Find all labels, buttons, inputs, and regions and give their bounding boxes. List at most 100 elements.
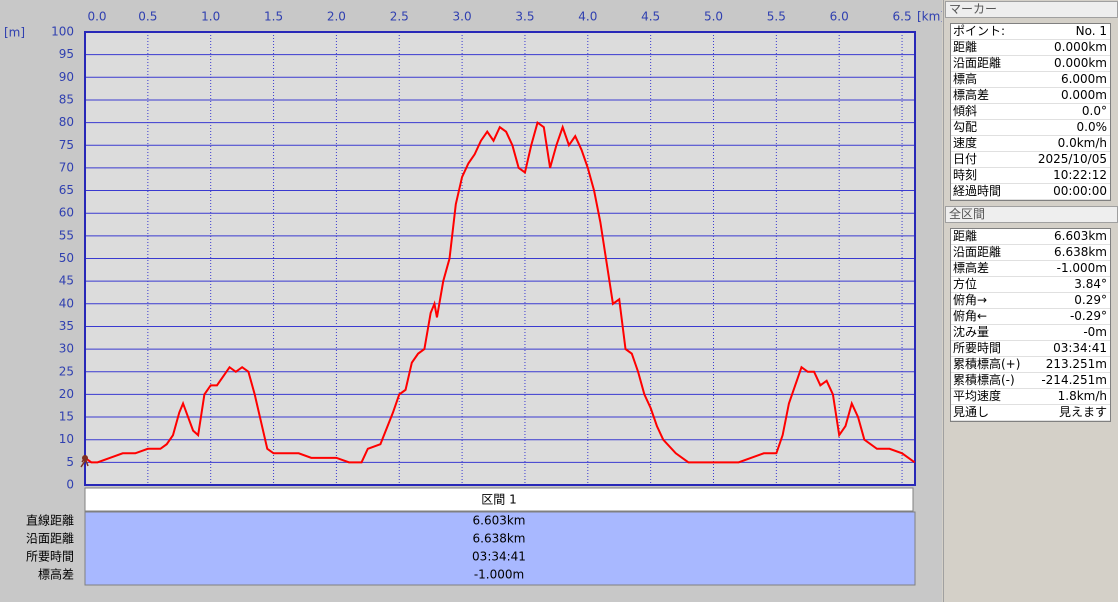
row-label: 累積標高(-) [953,373,1015,387]
elevation-line [84,120,916,464]
y-tick-label: 85 [59,92,74,106]
x-tick-label: 0.0 [87,10,106,24]
section-row-label: 所要時間 [26,550,74,564]
start-marker [80,456,89,468]
row-label: 沿面距離 [953,245,1002,259]
section-body [84,511,916,586]
row-label: 俯角→ [953,293,988,307]
row-value: 0.29° [1074,293,1107,307]
row-value: 213.251m [1045,357,1107,371]
y-tick-label: 25 [59,364,74,378]
panel-title: マーカー [945,1,1118,18]
section-row-label: 直線距離 [26,513,74,528]
section-row-value: -1.000m [474,568,524,582]
y-tick-label: 20 [59,387,74,401]
row-label: 経過時間 [953,184,1002,198]
row-label: 日付 [953,152,978,166]
x-tick-label: 3.0 [453,10,472,24]
panel-row: 勾配 0.0% [951,120,1110,136]
y-tick-label: 70 [59,160,74,174]
panel-row: 俯角→ 0.29° [951,293,1110,309]
row-label: 勾配 [953,120,978,134]
row-value: 03:34:41 [1053,341,1107,355]
row-label: 速度 [953,136,978,150]
y-axis-label: [m] [4,26,25,40]
section-header-label: 区間 1 [481,493,516,507]
panel-row: 時刻 10:22:12 [951,168,1110,184]
row-value: -0m [1083,325,1107,339]
row-value: 6.638km [1054,245,1107,259]
y-tick-label: 5 [66,455,74,469]
y-tick-label: 35 [59,319,74,333]
plot-border [84,31,916,486]
row-value: 1.8km/h [1057,389,1107,403]
panel-row: 距離 6.603km [951,229,1110,245]
panel-row: ポイント: No. 1 [951,24,1110,40]
panel-row: 日付 2025/10/05 [951,152,1110,168]
section-header [84,487,914,512]
y-tick-label: 0 [66,478,74,492]
panel-row: 標高差 -1.000m [951,261,1110,277]
section-row-label: 標高差 [38,567,74,582]
y-tick-label: 40 [59,296,74,310]
row-label: 標高差 [953,88,990,102]
x-tick-label: 1.5 [264,10,283,24]
row-label: 方位 [953,277,978,291]
x-tick-label: 6.5 [893,10,912,24]
x-tick-label: 4.0 [578,10,597,24]
row-value: 0.000m [1060,88,1107,102]
panel-row: 標高 6.000m [951,72,1110,88]
panel-row: 平均速度 1.8km/h [951,389,1110,405]
y-tick-label: 80 [59,115,74,129]
y-tick-label: 60 [59,206,74,220]
row-label: 沈み量 [953,325,990,339]
x-tick-label: 2.5 [390,10,409,24]
row-value: 3.84° [1074,277,1107,291]
y-tick-label: 55 [59,228,74,242]
row-value: -1.000m [1056,261,1107,275]
y-tick-label: 45 [59,274,74,288]
y-tick-label: 10 [59,432,74,446]
row-value: 0.0° [1081,104,1107,118]
panel-title: 全区間 [945,206,1118,223]
y-tick-label: 90 [59,70,74,84]
row-value: 0.0% [1076,120,1108,134]
panel-row: 沿面距離 6.638km [951,245,1110,261]
row-label: 傾斜 [953,104,978,118]
row-value: 2025/10/05 [1037,152,1107,166]
y-tick-label: 100 [51,25,74,39]
panel-row: 傾斜 0.0° [951,104,1110,120]
row-value: 00:00:00 [1053,184,1107,198]
row-label: ポイント: [953,24,1006,38]
panel-table: ポイント: No. 1 距離 0.000km 沿面距離 0.000km 標高 6.000m 標高… [950,23,1111,201]
row-value: 6.000m [1060,72,1107,86]
row-label: 時刻 [953,168,978,182]
x-tick-label: 6.0 [830,10,849,24]
section-row-value: 03:34:41 [472,550,526,564]
row-value: 0.000km [1054,56,1107,70]
panel-row: 累積標高(-) -214.251m [951,373,1110,389]
row-label: 平均速度 [953,389,1002,403]
info-panel: マーカーポイント: No. 1 距離 0.000km 沿面距離 0.000km 標高 6.00… [943,0,1118,602]
row-label: 沿面距離 [953,56,1002,70]
y-tick-label: 30 [59,342,74,356]
row-label: 見通し [953,405,990,419]
section-row-label: 沿面距離 [26,532,74,546]
row-value: 10:22:12 [1053,168,1107,182]
row-value: No. 1 [1075,24,1107,38]
row-label: 距離 [953,40,978,54]
section-row-value: 6.603km [473,514,526,528]
row-label: 俯角← [953,309,988,323]
y-tick-label: 15 [59,410,74,424]
panel-row: 見通し 見えます [951,405,1110,421]
row-label: 累積標高(+) [953,357,1021,371]
x-tick-label: 5.5 [767,10,786,24]
y-tick-label: 65 [59,183,74,197]
row-value: 0.000km [1054,40,1107,54]
panel-row: 方位 3.84° [951,277,1110,293]
panel-row: 沿面距離 0.000km [951,56,1110,72]
panel-row: 俯角← -0.29° [951,309,1110,325]
row-value: 見えます [1058,405,1107,419]
y-tick-label: 50 [59,251,74,265]
row-value: 6.603km [1054,229,1107,243]
